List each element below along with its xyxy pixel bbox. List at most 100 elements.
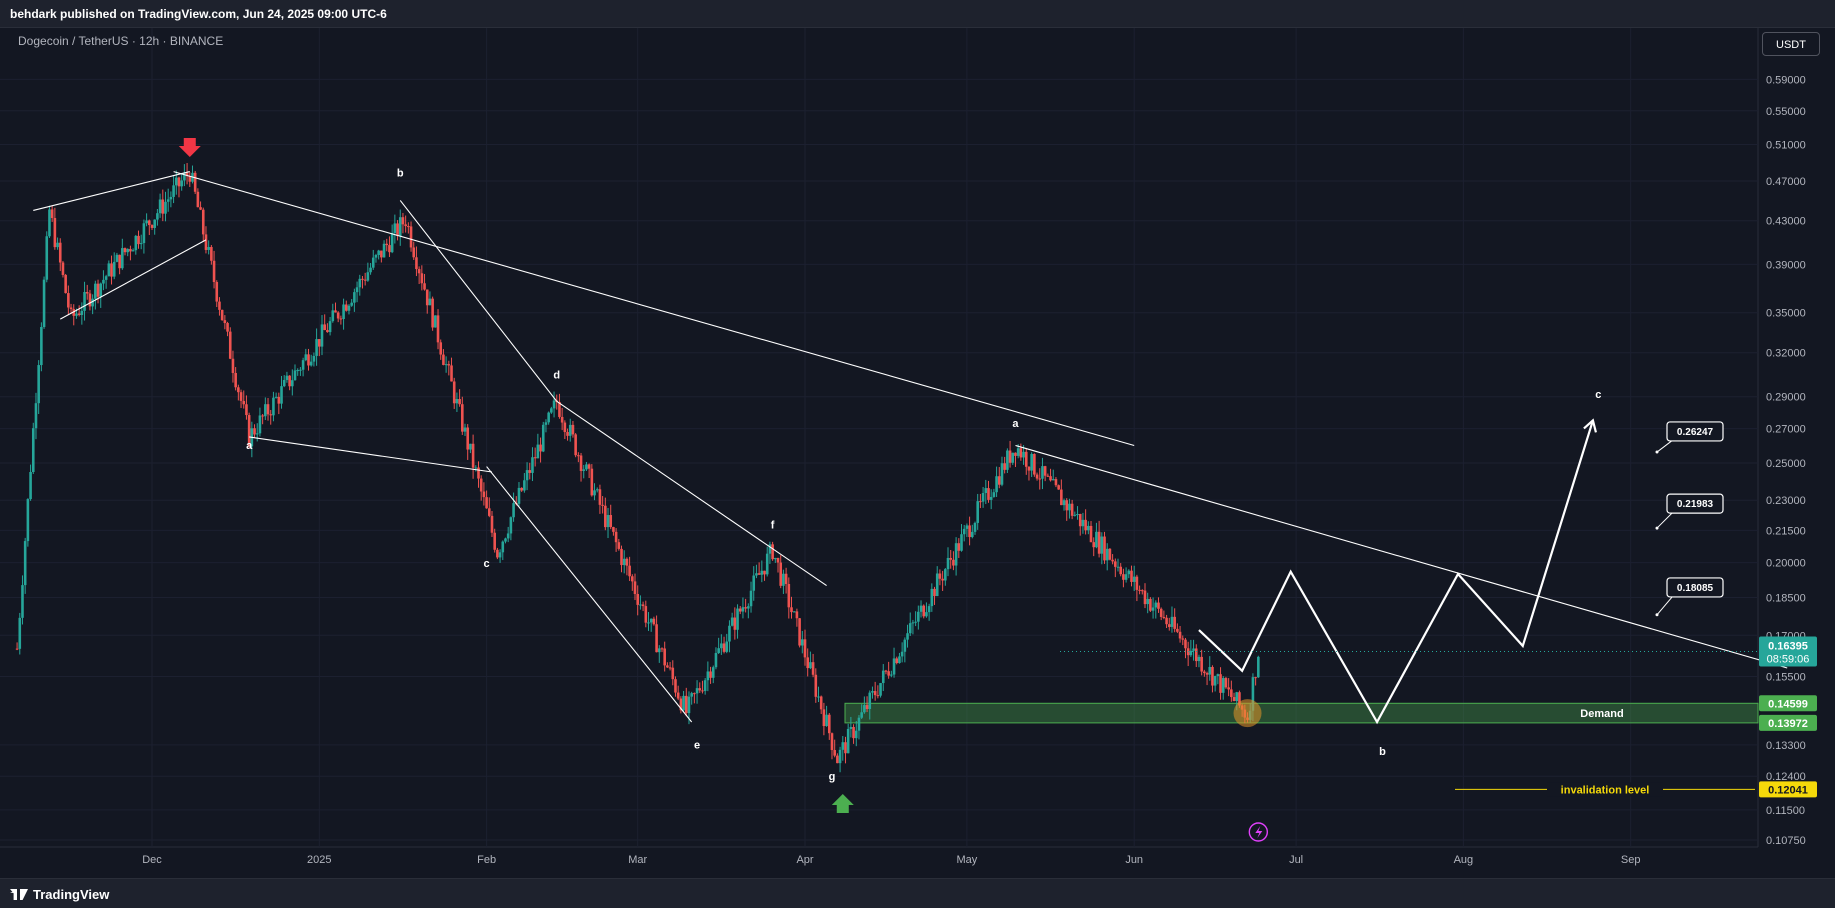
wedge-top[interactable] [33,171,190,211]
candle-body [930,588,934,607]
currency-button[interactable]: USDT [1762,32,1820,56]
candle-body [334,310,337,313]
candle-body [193,172,197,192]
candle-body [849,726,853,729]
candle-body [277,396,281,404]
projection-path[interactable] [1198,420,1594,725]
lightning-bolt-icon [1255,826,1263,838]
candle-body [469,443,472,450]
candle-body [347,305,351,311]
candle-body [331,310,335,322]
channel-low[interactable] [486,466,693,723]
candle-body [293,370,297,381]
candle-body [652,618,656,625]
candle-body [1049,476,1052,481]
wedge-bottom[interactable] [59,239,207,320]
candle-body [1119,566,1123,575]
candle-body [560,416,564,423]
candle-body [1100,536,1104,554]
time-tick-label: Dec [142,854,162,866]
candle-body [506,533,510,539]
chart-area[interactable]: Demand a b c d e f g a b c 0.26247 0.21983 0.18085 i… [0,28,1835,878]
price-tick-label: 0.47000 [1766,176,1806,188]
candle-body [987,488,990,500]
candle-body [587,464,591,469]
bar-countdown: 08:59:06 [1767,653,1810,665]
candle-body [245,404,248,416]
main-trendline-ext[interactable] [1015,444,1788,669]
candle-body [1065,500,1069,511]
candle-body [83,292,86,311]
price-chart[interactable]: Demand a b c d e f g a b c 0.26247 0.21983 0.18085 i… [0,28,1835,878]
candle-body [649,618,653,623]
price-tick-label: 0.51000 [1766,140,1806,152]
candle-body [447,364,451,366]
target-dot [1655,613,1659,617]
candle-body [1070,503,1074,516]
candle-body [763,570,766,575]
candle-body [722,643,726,652]
candle-body [550,408,553,413]
candle-body [598,489,602,505]
candle-body [879,683,882,696]
invalidation-label-bg [1547,782,1663,797]
candle-body [868,692,872,709]
candle-body [701,690,704,692]
candle-body [903,639,907,652]
candle-body [803,639,807,658]
candle-body [682,695,685,711]
candle-body [371,257,375,268]
candle-body [1197,656,1201,662]
candle-body [965,525,969,529]
candle-body [647,622,650,624]
candle-body [26,499,30,542]
candle-body [504,538,507,542]
candle-body [85,292,89,294]
candle-body [509,517,513,534]
candle-body [590,468,594,496]
candle-body [1211,666,1214,686]
candle-body [946,557,950,570]
candle-body [423,283,426,290]
candle-body [782,573,785,586]
candle-body [577,455,580,457]
target-box[interactable] [1666,421,1724,442]
candle-body [398,217,402,237]
candle-body [1251,677,1255,711]
symbol-label[interactable]: Dogecoin / TetherUS · 12h · BINANCE [18,34,224,48]
candle-body [1038,478,1042,480]
candle-body [895,658,899,664]
candle-body [536,444,540,459]
target-value: 0.26247 [1677,427,1714,438]
candle-body [911,622,915,624]
candle-body [1092,542,1096,548]
candle-body [1213,676,1217,686]
candle-body [938,573,942,579]
main-trendline[interactable] [173,171,1135,447]
candle-body [309,361,313,366]
candle-body [118,254,121,269]
candle-body [989,496,993,500]
candle-body [196,191,200,208]
lightning-icon[interactable] [1248,822,1269,842]
candle-body [1084,519,1087,531]
candle-body [1257,656,1260,678]
candle-body [690,693,693,697]
candle-body [709,671,712,678]
channel-top[interactable] [399,200,558,402]
candle-body [199,207,202,210]
channel-bottom[interactable] [249,436,493,473]
candle-body [126,248,130,253]
candle-body [239,392,243,401]
target-box[interactable] [1666,493,1724,514]
demand-zone[interactable] [844,702,1759,724]
candle-body [876,695,880,697]
candle-body [1130,570,1133,582]
demand-top-price-bg [1759,695,1817,712]
candle-body [355,287,359,293]
channel-top-2[interactable] [556,400,827,587]
target-box[interactable] [1666,577,1724,598]
tradingview-logo[interactable]: TradingView [10,887,109,902]
price-tick-label: 0.55000 [1766,106,1806,118]
candle-body [714,653,718,668]
